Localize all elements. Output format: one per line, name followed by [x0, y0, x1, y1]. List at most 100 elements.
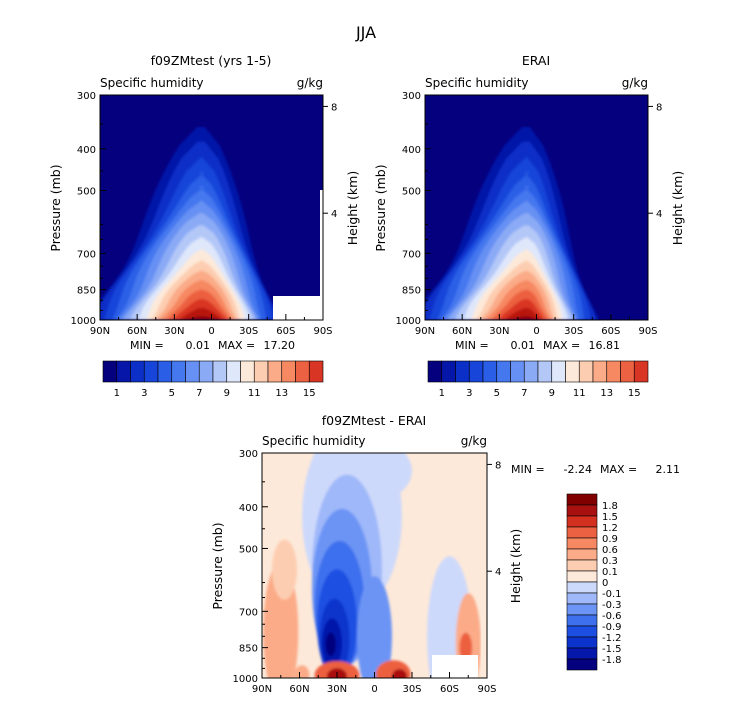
- y-tick-label: 500: [77, 186, 96, 197]
- colorbar-label: 0.1: [602, 567, 618, 578]
- colorbar-swatch: [281, 360, 296, 383]
- x-tick-label: 60N: [289, 684, 309, 695]
- panel-a: f09ZMtest (yrs 1-5) Specific humidity g/…: [48, 53, 360, 399]
- colorbar-label: -1.2: [602, 633, 622, 644]
- colorbar-swatch: [566, 537, 598, 550]
- x-tick-label: 60S: [440, 684, 459, 695]
- height-tick-label: 8: [495, 460, 501, 471]
- x-tick-label: 90S: [313, 326, 332, 337]
- panel-a-stats: MIN = 0.01 MAX = 17.20: [130, 339, 295, 352]
- colorbar-swatch: [253, 360, 269, 383]
- y-tick-label: 1000: [396, 316, 421, 327]
- negative-region: [325, 632, 336, 657]
- panel-c-max-label: MAX =: [600, 463, 637, 476]
- panel-b-stats: MIN = 0.01 MAX = 16.81: [455, 339, 620, 352]
- x-tick-label: 60N: [452, 326, 472, 337]
- panel-c-title: f09ZMtest - ERAI: [322, 413, 426, 428]
- colorbar-swatch: [308, 360, 324, 383]
- negative-region: [357, 576, 392, 678]
- positive-region: [272, 539, 297, 600]
- colorbar-swatch: [130, 360, 145, 383]
- colorbar-swatch: [566, 570, 598, 583]
- y-tick-label: 300: [77, 91, 96, 102]
- panel-c-left-label: Specific humidity: [262, 434, 366, 448]
- colorbar-label: 1.5: [602, 512, 618, 523]
- height-tick-label: 4: [495, 567, 501, 578]
- panel-a-ylabel-right: Height (km): [345, 171, 360, 245]
- x-tick-label: 30N: [164, 326, 184, 337]
- colorbar-swatch: [566, 493, 598, 506]
- colorbar-swatch: [592, 360, 608, 383]
- colorbar-swatch: [226, 360, 241, 383]
- colorbar-swatch: [566, 592, 598, 605]
- panel-a-colorbar: 1 3 5 7 9 11 13 15: [102, 360, 324, 399]
- colorbar-label: 15: [628, 388, 641, 399]
- x-tick-label: 30S: [402, 684, 421, 695]
- panel-b-units: g/kg: [622, 76, 648, 90]
- panel-b-colorbar: 1 3 5 7 9 11 13 15: [427, 360, 649, 399]
- colorbar-label: 1.2: [602, 523, 618, 534]
- colorbar-label: -0.3: [602, 600, 622, 611]
- colorbar-label: 13: [275, 388, 288, 399]
- colorbar-label: 1: [114, 388, 120, 399]
- panel-b-ylabel-right: Height (km): [670, 171, 685, 245]
- panel-a-max-value: 17.20: [264, 339, 296, 352]
- colorbar-swatch: [455, 360, 470, 383]
- x-tick-label: 0: [371, 684, 377, 695]
- panel-b-plot-area: [425, 95, 648, 320]
- y-tick-label: 400: [77, 145, 96, 156]
- panel-c-plot-area: [262, 453, 487, 678]
- colorbar-label: -0.1: [602, 589, 622, 600]
- colorbar-swatch: [566, 603, 598, 616]
- x-tick-label: 0: [208, 326, 214, 337]
- panel-b-min-label: MIN =: [455, 339, 489, 352]
- x-tick-label: 90N: [90, 326, 110, 337]
- panel-a-ylabel: Pressure (mb): [48, 164, 63, 251]
- colorbar-swatch: [566, 636, 598, 649]
- colorbar-swatch: [185, 360, 200, 383]
- x-tick-label: 30N: [327, 684, 347, 695]
- colorbar-label: -0.6: [602, 611, 622, 622]
- colorbar-label: 0.6: [602, 545, 618, 556]
- colorbar-swatch: [566, 647, 598, 660]
- colorbar-label: -0.9: [602, 622, 622, 633]
- colorbar-swatch: [143, 360, 159, 383]
- y-tick-label: 850: [239, 644, 258, 655]
- colorbar-label: 0: [602, 578, 608, 589]
- colorbar-label: 7: [521, 388, 527, 399]
- y-tick-label: 400: [239, 503, 258, 514]
- x-tick-label: 60S: [601, 326, 620, 337]
- panel-c-ylabel: Pressure (mb): [210, 522, 225, 609]
- contour-level-17: [185, 316, 219, 320]
- positive-region: [294, 665, 310, 678]
- panel-c-missing-region: [432, 655, 478, 678]
- y-tick-label: 500: [402, 186, 421, 197]
- panel-b-max-label: MAX =: [543, 339, 580, 352]
- height-tick-label: 4: [656, 209, 662, 220]
- y-tick-label: 850: [77, 286, 96, 297]
- panel-b-contours: [425, 126, 600, 320]
- panel-b-left-label: Specific humidity: [425, 76, 529, 90]
- panel-c-colorbar: 1.81.51.20.90.60.30.10-0.1-0.3-0.6-0.9-1…: [566, 493, 622, 671]
- panel-a-missing-region: [273, 296, 323, 320]
- colorbar-swatch: [116, 360, 131, 383]
- colorbar-swatch: [566, 614, 598, 627]
- panel-a-plot-area: [100, 95, 323, 320]
- panel-a-min-label: MIN =: [130, 339, 164, 352]
- colorbar-swatch: [566, 526, 598, 539]
- colorbar-label: 9: [224, 388, 230, 399]
- height-tick-label: 4: [331, 209, 337, 220]
- colorbar-swatch: [606, 360, 621, 383]
- colorbar-swatch: [427, 360, 443, 383]
- colorbar-swatch: [620, 360, 635, 383]
- colorbar-label: 0.9: [602, 534, 618, 545]
- panel-c-max-value: 2.11: [656, 463, 681, 476]
- colorbar-label: 0.3: [602, 556, 618, 567]
- colorbar-swatch: [565, 360, 580, 383]
- colorbar-label: 3: [141, 388, 147, 399]
- colorbar-swatch: [441, 360, 456, 383]
